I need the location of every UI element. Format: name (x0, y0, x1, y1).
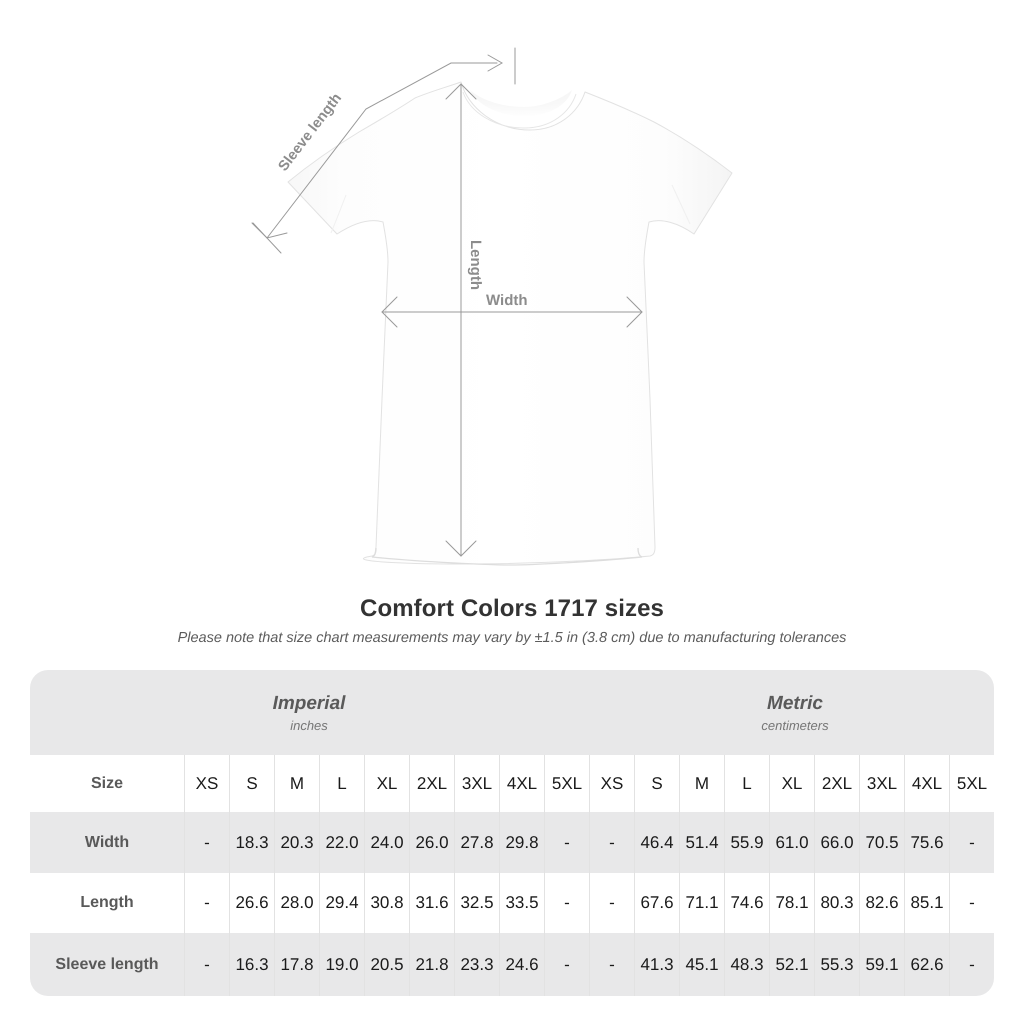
svg-text:Width: Width (486, 292, 528, 309)
svg-text:Length: Length (467, 240, 484, 290)
